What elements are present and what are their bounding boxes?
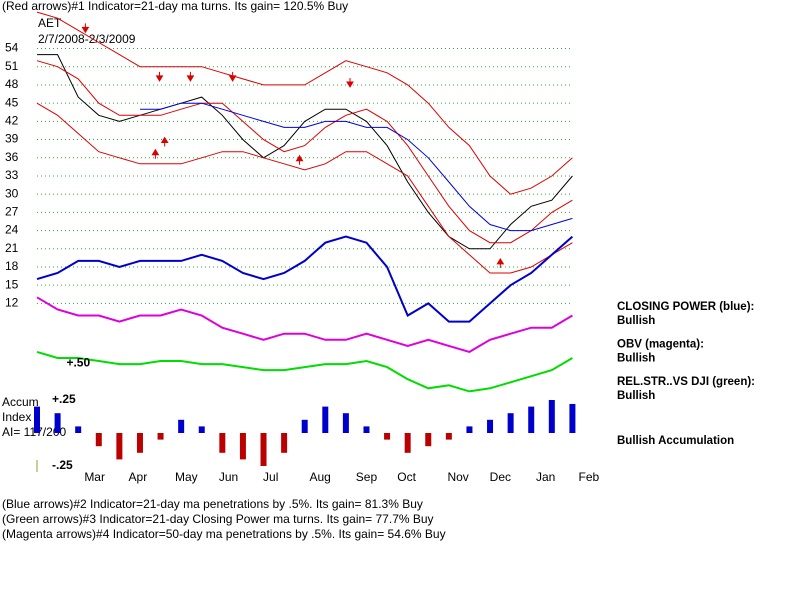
- bar: [384, 433, 391, 440]
- bar: [95, 433, 102, 447]
- signal-arrow: [151, 148, 160, 159]
- signal-arrow: [346, 77, 354, 88]
- bar: [136, 433, 143, 453]
- footer-note: (Blue arrows)#2 Indicator=21-day ma pene…: [2, 497, 423, 511]
- y-tick-label: 42: [5, 114, 19, 128]
- bar: [219, 433, 226, 453]
- series-line: [36, 102, 573, 274]
- x-tick-label: May: [175, 470, 198, 484]
- x-tick-label: Mar: [84, 470, 105, 484]
- bar: [322, 406, 329, 433]
- bar: [54, 413, 61, 433]
- x-tick-label: Aug: [309, 470, 330, 484]
- signal-arrow: [186, 71, 195, 82]
- signal-arrow: [155, 71, 164, 82]
- symbol: AET: [38, 16, 62, 30]
- x-tick-label: Feb: [579, 470, 600, 484]
- bar: [75, 426, 82, 433]
- legend-status: Bullish: [617, 315, 655, 327]
- x-tick-label: Jul: [263, 470, 278, 484]
- y-tick-label: 12: [5, 296, 19, 310]
- signal-arrow: [81, 23, 90, 34]
- bar: [342, 413, 349, 433]
- signal-arrow: [496, 257, 505, 268]
- bar: [157, 433, 164, 440]
- panel-status: Bullish Accumulation: [617, 435, 734, 447]
- x-tick-label: Jan: [536, 470, 555, 484]
- legend-status: Bullish: [617, 353, 655, 365]
- x-tick-label: Jun: [219, 470, 238, 484]
- bar: [178, 419, 185, 433]
- series-line: [36, 11, 573, 195]
- annotation: +.50: [66, 355, 90, 369]
- footer-note: (Magenta arrows)#4 Indicator=50-day ma p…: [2, 527, 446, 541]
- legend-label: OBV (magenta):: [617, 339, 704, 351]
- series-line: [140, 102, 573, 232]
- chart-title: (Red arrows)#1 Indicator=21-day ma turns…: [2, 0, 348, 13]
- bar: [569, 403, 576, 433]
- legend-label: REL.STR..VS DJI (green):: [617, 376, 755, 388]
- bar: [528, 406, 535, 433]
- y-tick-label: 39: [5, 132, 19, 146]
- bar: [507, 413, 514, 433]
- signal-arrow: [295, 154, 304, 165]
- x-tick-label: Nov: [447, 470, 468, 484]
- bar: [466, 426, 473, 433]
- y-tick-label: 24: [5, 223, 19, 237]
- y-tick-label: 33: [5, 168, 19, 182]
- panel-label: Index: [2, 410, 31, 424]
- bar: [301, 419, 308, 433]
- y-tick-label: 30: [5, 186, 19, 200]
- x-tick-label: Apr: [129, 470, 148, 484]
- bar: [260, 433, 267, 466]
- legend-label: CLOSING POWER (blue):: [617, 301, 754, 313]
- y-tick-label: 54: [5, 41, 19, 55]
- series-line: [36, 350, 573, 393]
- bar: [239, 433, 246, 460]
- bar: [34, 406, 40, 433]
- y-tick-label: 48: [5, 77, 19, 91]
- y-tick-label: 21: [5, 241, 19, 255]
- bar: [425, 433, 432, 447]
- legend-status: Bullish: [617, 390, 655, 402]
- y-tick-label: 27: [5, 205, 19, 219]
- panel-label: Accum: [2, 395, 39, 409]
- x-tick-label: Sep: [356, 470, 378, 484]
- y-tick-label: 36: [5, 150, 19, 164]
- y-tick-label: +.25: [52, 392, 76, 406]
- series-line: [36, 235, 574, 323]
- series-line: [36, 296, 573, 353]
- y-tick-label: 51: [5, 59, 19, 73]
- bar: [116, 433, 123, 460]
- bar: [281, 433, 288, 453]
- bar: [548, 400, 555, 433]
- y-tick-label: 15: [5, 277, 19, 291]
- y-tick-label: 18: [5, 259, 19, 273]
- bar: [198, 426, 205, 433]
- signal-arrow: [160, 136, 169, 147]
- signal-arrow: [228, 71, 237, 82]
- y-tick-label: -.25: [52, 458, 73, 472]
- y-tick-label: 45: [5, 95, 19, 109]
- bar: [404, 433, 411, 453]
- footer-note: (Green arrows)#3 Indicator=21-day Closin…: [2, 512, 434, 526]
- x-tick-label: Oct: [397, 470, 416, 484]
- x-tick-label: Dec: [490, 470, 511, 484]
- bar: [363, 426, 370, 433]
- series-line: [36, 60, 573, 244]
- date-range: 2/7/2008-2/3/2009: [38, 32, 136, 46]
- bar: [445, 433, 452, 440]
- series-line: [37, 54, 573, 250]
- bar: [487, 419, 494, 433]
